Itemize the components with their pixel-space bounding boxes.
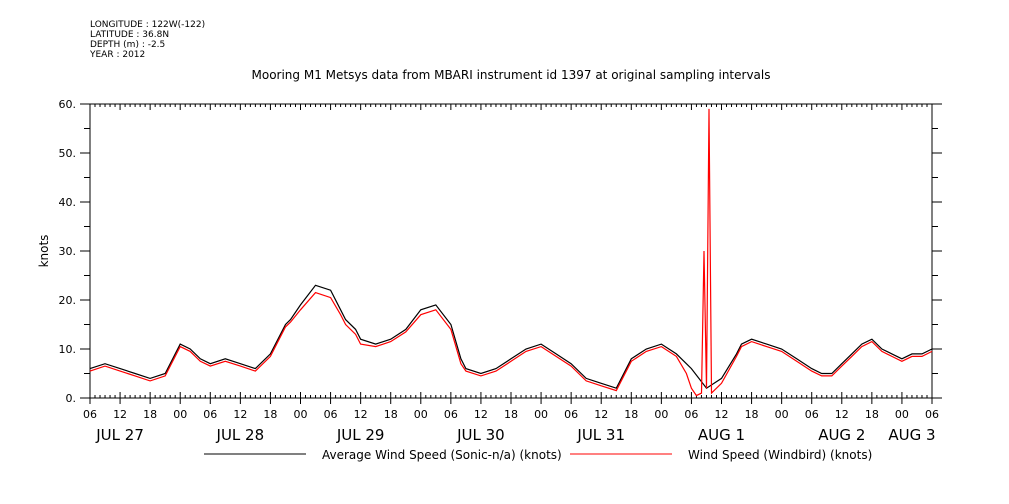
year-label: YEAR : 2012 — [90, 50, 146, 60]
x-tick-label: 12 — [113, 408, 127, 421]
depth-label: DEPTH (m) : -2.5 — [90, 40, 166, 50]
day-label: AUG 1 — [698, 426, 745, 444]
x-tick-label: 00 — [414, 408, 428, 421]
legend-label-windbird: Wind Speed (Windbird) (knots) — [688, 448, 872, 462]
y-tick-label: 20. — [59, 294, 77, 307]
series-line-average-wind — [89, 284, 933, 390]
x-tick-label: 06 — [805, 408, 819, 421]
y-tick-label: 0. — [66, 392, 77, 405]
latitude-label: LATITUDE : 36.8N — [90, 30, 170, 40]
longitude-label: LONGITUDE : 122W(-122) — [90, 20, 206, 30]
legend-label-average-wind: Average Wind Speed (Sonic-n/a) (knots) — [322, 448, 562, 462]
plot-frame — [89, 103, 933, 399]
x-tick-label: 06 — [564, 408, 578, 421]
x-tick-label: 12 — [354, 408, 368, 421]
y-tick-label: 10. — [59, 343, 77, 356]
y-tick-label: 60. — [59, 98, 77, 111]
y-tick-label: 40. — [59, 196, 77, 209]
x-tick-label: 06 — [83, 408, 97, 421]
day-label: JUL 29 — [336, 426, 385, 444]
x-tick-label: 18 — [865, 408, 879, 421]
x-tick-label: 12 — [594, 408, 608, 421]
day-label: JUL 31 — [576, 426, 625, 444]
x-tick-label: 18 — [504, 408, 518, 421]
x-tick-label: 00 — [775, 408, 789, 421]
x-tick-label: 12 — [835, 408, 849, 421]
x-tick-label: 12 — [474, 408, 488, 421]
x-tick-label: 00 — [654, 408, 668, 421]
y-axis-label: knots — [37, 235, 51, 268]
x-tick-label: 00 — [895, 408, 909, 421]
day-label: JUL 30 — [456, 426, 505, 444]
x-tick-label: 00 — [173, 408, 187, 421]
x-tick-label: 06 — [444, 408, 458, 421]
x-tick-label: 12 — [233, 408, 247, 421]
x-tick-label: 06 — [203, 408, 217, 421]
x-tick-label: 18 — [143, 408, 157, 421]
x-tick-label: 18 — [624, 408, 638, 421]
y-tick-label: 50. — [59, 147, 77, 160]
day-label: JUL 27 — [95, 426, 144, 444]
x-tick-label: 18 — [384, 408, 398, 421]
y-tick-label: 30. — [59, 245, 77, 258]
x-tick-label: 06 — [925, 408, 939, 421]
x-tick-label: 06 — [324, 408, 338, 421]
x-tick-label: 12 — [715, 408, 729, 421]
x-tick-label: 00 — [534, 408, 548, 421]
day-label: JUL 28 — [216, 426, 265, 444]
x-tick-label: 06 — [684, 408, 698, 421]
day-label: AUG 2 — [818, 426, 865, 444]
chart-title: Mooring M1 Metsys data from MBARI instru… — [251, 68, 771, 82]
x-tick-label: 00 — [294, 408, 308, 421]
metadata-block: LONGITUDE : 122W(-122) LATITUDE : 36.8N … — [90, 20, 205, 60]
x-tick-label: 18 — [745, 408, 759, 421]
series-line-windbird — [89, 108, 933, 397]
day-label: AUG 3 — [888, 426, 935, 444]
x-tick-label: 18 — [263, 408, 277, 421]
